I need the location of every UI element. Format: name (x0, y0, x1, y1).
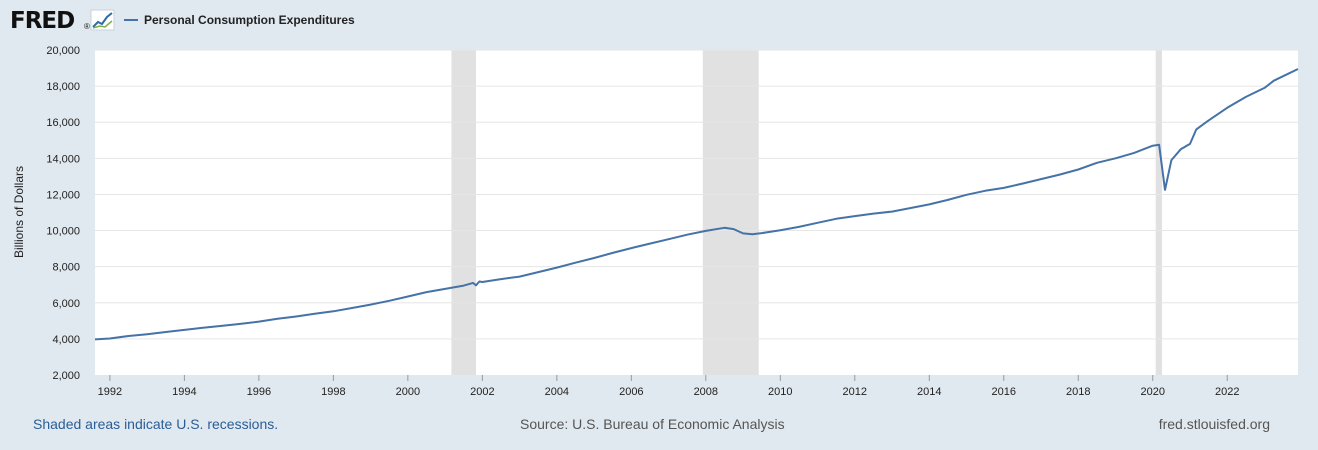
x-tick-label: 2010 (768, 386, 792, 398)
y-axis-label: Billions of Dollars (12, 166, 26, 258)
y-axis-ticks: 2,000 4,000 6,000 8,000 10,000 12,000 14,000 16… (46, 45, 80, 382)
fred-logo-text: FRED (10, 8, 74, 34)
recession-note-link[interactable]: Shaded areas indicate U.S. recessions. (33, 416, 279, 432)
source-text: Source: U.S. Bureau of Economic Analysis (520, 416, 785, 432)
x-tick-label: 2004 (545, 386, 569, 398)
fred-logo[interactable]: FRED ® (10, 8, 115, 34)
site-link[interactable]: fred.stlouisfed.org (1158, 416, 1270, 432)
x-tick-label: 2008 (694, 386, 718, 398)
y-tick-label: 16,000 (46, 117, 80, 129)
recession-band-0 (451, 50, 477, 375)
x-tick-label: 2022 (1215, 386, 1239, 398)
x-tick-label: 2020 (1141, 386, 1165, 398)
x-tick-label: 2000 (396, 386, 420, 398)
legend: Personal Consumption Expenditures (124, 13, 355, 27)
x-tick-label: 2016 (992, 386, 1016, 398)
recession-shading (451, 50, 1163, 375)
legend-label: Personal Consumption Expenditures (144, 13, 355, 27)
recession-band-2 (1155, 50, 1163, 375)
y-tick-label: 4,000 (52, 334, 80, 346)
x-tick-label: 2002 (470, 386, 494, 398)
x-tick-label: 2018 (1066, 386, 1090, 398)
series-layer (94, 68, 1299, 341)
registered-mark: ® (84, 22, 90, 31)
y-tick-label: 8,000 (52, 262, 80, 274)
x-tick-label: 2012 (843, 386, 867, 398)
series-line-pce[interactable] (94, 68, 1299, 341)
chart-icon (90, 9, 115, 31)
x-tick-label: 2014 (917, 386, 941, 398)
x-tick-label: 1996 (247, 386, 271, 398)
plot-area (95, 50, 1298, 375)
y-tick-label: 10,000 (46, 226, 80, 238)
y-tick-label: 2,000 (52, 370, 80, 382)
y-tick-label: 14,000 (46, 153, 80, 165)
x-tick-label: 1994 (172, 386, 196, 398)
recession-band-1 (702, 50, 759, 375)
y-tick-label: 18,000 (46, 81, 80, 93)
x-tick-label: 1992 (98, 386, 122, 398)
x-tick-label: 2006 (619, 386, 643, 398)
y-tick-label: 20,000 (46, 45, 80, 57)
gridlines (95, 49, 1298, 340)
y-tick-label: 12,000 (46, 189, 80, 201)
x-tick-label: 1998 (321, 386, 345, 398)
x-axis-ticks: 1992 1994 1996 1998 2000 2002 2004 2006 2008 2010… (98, 375, 1239, 398)
y-tick-label: 6,000 (52, 298, 80, 310)
